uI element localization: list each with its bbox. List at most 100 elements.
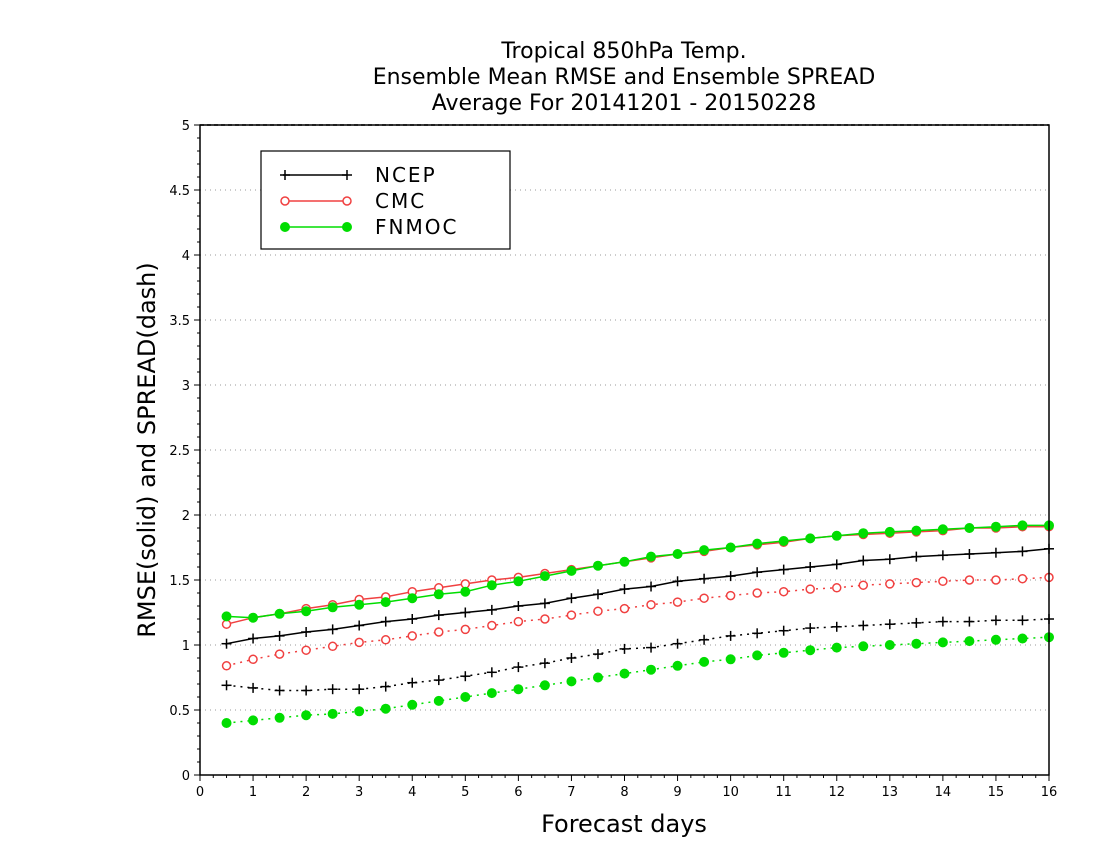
ncep-spread-point [646, 642, 657, 653]
ncep-rmse-point [539, 598, 550, 609]
ncep-spread-point [752, 628, 763, 639]
cmc-spread-point [566, 610, 577, 620]
cmc-spread-point [274, 649, 285, 659]
ncep-spread-point [884, 619, 895, 630]
ncep-spread-point [566, 653, 577, 663]
x-tick-label: 6 [514, 785, 522, 800]
cmc-spread-point [964, 575, 975, 585]
cmc-spread-point [354, 637, 364, 648]
y-tick-label: 1 [182, 639, 190, 654]
fnmoc-rmse-point [831, 530, 842, 541]
y-tick-label: 3 [182, 379, 190, 394]
ncep-spread-point [301, 685, 312, 696]
ncep-rmse-point [566, 593, 577, 604]
cmc-spread-point [778, 586, 789, 597]
fnmoc-spread-point [1017, 633, 1028, 644]
fnmoc-spread-point [884, 640, 895, 650]
y-tick-label: 2 [182, 509, 190, 524]
fnmoc-spread-point [831, 642, 842, 653]
cmc-spread-point [832, 583, 842, 593]
cmc-spread-point [725, 590, 736, 601]
legend-marker-end-cmc [342, 196, 352, 206]
x-tick-label: 1 [249, 785, 257, 800]
fnmoc-spread-point [592, 672, 603, 683]
cmc-spread-point [248, 654, 258, 665]
fnmoc-spread-point [327, 708, 338, 719]
cmc-spread-point [752, 588, 762, 598]
ncep-rmse-point [301, 627, 312, 637]
fnmoc-rmse-point [301, 606, 312, 617]
y-tick-label: 0.5 [169, 704, 190, 719]
x-tick-label: 14 [935, 785, 952, 800]
ncep-spread-point [619, 643, 630, 654]
ncep-rmse-point [380, 616, 391, 627]
fnmoc-spread-point [274, 712, 285, 723]
fnmoc-rmse-point [380, 597, 391, 608]
cmc-spread-point [911, 577, 922, 588]
ncep-rmse-point [327, 624, 338, 635]
fnmoc-rmse-point [884, 526, 895, 537]
ncep-spread-point [539, 658, 550, 669]
fnmoc-spread-point [301, 710, 312, 721]
fnmoc-rmse-point [221, 611, 232, 622]
ncep-rmse-point [725, 571, 736, 582]
fnmoc-rmse-line [226, 524, 1049, 619]
fnmoc-spread-point [407, 699, 418, 710]
x-tick-label: 12 [828, 785, 845, 800]
fnmoc-rmse-point [433, 589, 444, 600]
x-tick-label: 5 [461, 785, 469, 800]
fnmoc-rmse-point [592, 560, 603, 571]
ncep-spread-point [592, 649, 603, 660]
fnmoc-rmse-point [911, 525, 922, 536]
ncep-rmse-point [672, 576, 683, 587]
fnmoc-rmse-point [752, 538, 763, 549]
ncep-rmse-point [354, 620, 365, 631]
cmc-spread-point [513, 616, 524, 627]
ncep-rmse-point [460, 607, 471, 618]
fnmoc-spread-point [964, 636, 975, 647]
x-tick-label: 8 [620, 785, 628, 800]
x-tick-label: 2 [302, 785, 310, 800]
fnmoc-spread-point [752, 650, 763, 661]
cmc-spread-point [646, 599, 656, 610]
legend-marker-end-ncep [342, 170, 352, 180]
legend-marker-start-ncep [280, 170, 290, 180]
fnmoc-rmse-point [805, 533, 816, 544]
ncep-spread-point [858, 620, 869, 631]
ncep-spread-point [380, 681, 391, 692]
x-tick-label: 3 [355, 785, 363, 800]
ncep-spread-point [699, 634, 710, 645]
legend-marker-start-fnmoc [280, 222, 290, 232]
ncep-rmse-line [226, 548, 1050, 645]
fnmoc-spread-point [354, 706, 365, 717]
chart-title-line-3: Average For 20141201 - 20150228 [432, 91, 817, 116]
ncep-spread-line [226, 618, 1050, 692]
y-axis-label: RMSE(solid) and SPREAD(dash) [133, 262, 161, 638]
fnmoc-rmse-point [486, 580, 497, 591]
fnmoc-spread-point [858, 641, 869, 652]
ncep-spread-point [937, 616, 948, 627]
ncep-spread-point [327, 684, 338, 695]
cmc-spread-point [460, 624, 471, 635]
fnmoc-spread-point [513, 684, 524, 695]
cmc-spread-point [991, 575, 1001, 585]
ncep-rmse-point [619, 584, 630, 595]
ncep-rmse-point [805, 562, 816, 572]
ncep-rmse-point [513, 601, 524, 611]
ncep-spread-point [486, 667, 497, 678]
ncep-spread-point [990, 615, 1001, 626]
y-tick-label: 4 [182, 249, 190, 264]
fnmoc-spread-point [778, 647, 789, 658]
fnmoc-spread-point [486, 688, 497, 699]
ncep-spread-point [460, 671, 471, 682]
ncep-spread-point [964, 616, 975, 627]
fnmoc-rmse-point [858, 528, 869, 539]
legend-marker-end-fnmoc [342, 222, 352, 232]
ncep-spread-point [354, 684, 365, 695]
cmc-spread-point [885, 579, 895, 589]
cmc-spread-point [380, 635, 391, 645]
fnmoc-spread-point [460, 692, 471, 702]
ncep-spread-series [221, 614, 1054, 696]
x-tick-label: 4 [408, 785, 416, 800]
x-tick-label: 9 [673, 785, 681, 800]
